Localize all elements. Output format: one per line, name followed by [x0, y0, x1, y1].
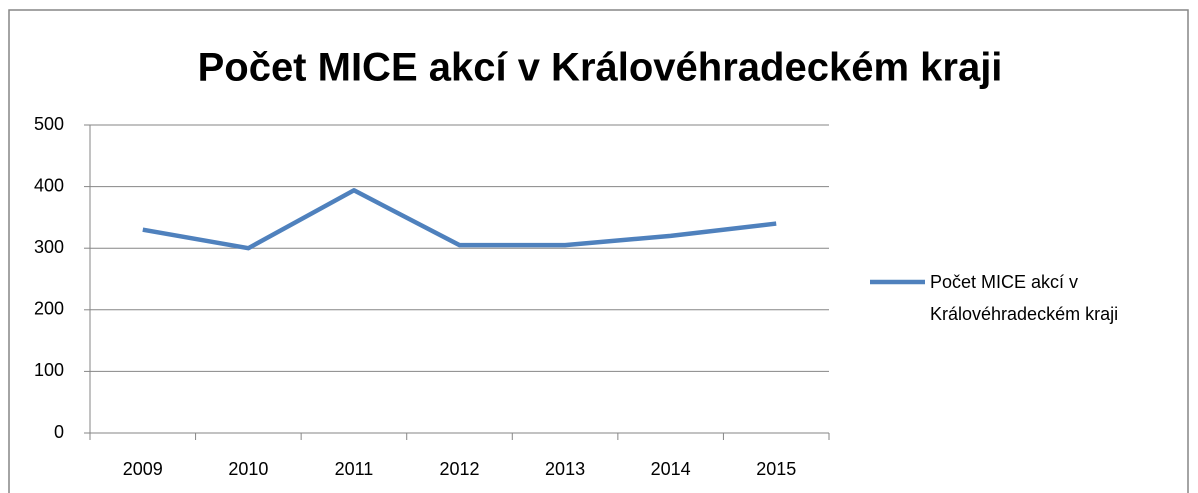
x-tick-label: 2009: [123, 459, 163, 479]
x-tick-label: 2013: [545, 459, 585, 479]
y-tick-label: 500: [34, 114, 64, 134]
y-tick-label: 200: [34, 299, 64, 319]
data-line: [142, 188, 777, 251]
y-tick-label: 100: [34, 360, 64, 380]
y-tick-label: 400: [34, 175, 64, 195]
x-tick-label: 2014: [651, 459, 691, 479]
legend-label: Počet MICE akcí v Královéhradeckém kraji: [930, 272, 1119, 324]
y-tick-label: 0: [54, 422, 64, 442]
x-tick-label: 2010: [228, 459, 268, 479]
chart-title: Počet MICE akcí v Královéhradeckém kraji: [198, 46, 1003, 90]
y-tick-label: 300: [34, 237, 64, 257]
x-tick-label: 2012: [439, 459, 479, 479]
x-tick-label: 2015: [756, 459, 796, 479]
chart-border: [8, 9, 1189, 493]
x-tick-label: 2011: [335, 459, 374, 479]
